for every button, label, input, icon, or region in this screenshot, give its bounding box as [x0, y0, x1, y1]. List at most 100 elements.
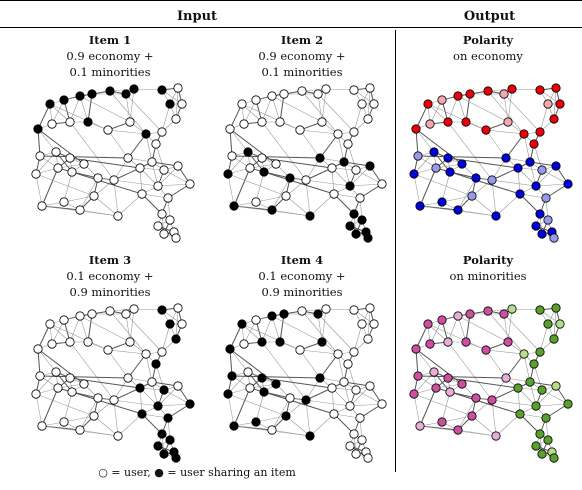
network-node [365, 161, 375, 171]
header-input: Input [176, 9, 218, 24]
network-node [529, 359, 539, 369]
network-edge [333, 413, 355, 435]
panel-caption: Item 2 0.9 economy + 0.1 minorities [232, 32, 372, 80]
network-node [349, 209, 359, 219]
network-edge [415, 128, 463, 165]
panel-line: 0.9 economy + [258, 49, 346, 63]
network-edge [69, 377, 141, 389]
network-node [227, 371, 237, 381]
network-edge [447, 377, 519, 389]
network-node [129, 304, 139, 314]
network-node [147, 157, 157, 167]
network-edge [125, 313, 163, 353]
network-node [171, 453, 181, 463]
network-node [349, 429, 359, 439]
network-node [483, 86, 493, 96]
network-node [443, 117, 453, 127]
network-node [429, 147, 439, 157]
network-node [465, 309, 475, 319]
network-node [499, 89, 509, 99]
network-node [103, 345, 113, 355]
network-node [31, 169, 41, 179]
network-edge [35, 173, 95, 197]
network-edge [317, 313, 323, 343]
network-edge [71, 171, 143, 195]
network-edge [305, 387, 333, 401]
network-node [425, 339, 435, 349]
network-node [37, 201, 47, 211]
network-node [135, 163, 145, 173]
network-edge [113, 399, 119, 437]
network-edge [349, 403, 383, 407]
network-node [345, 441, 355, 451]
network-node [79, 159, 89, 169]
network-node [157, 127, 167, 137]
network-node [543, 435, 553, 445]
network-edge [511, 308, 541, 311]
network-node [315, 373, 325, 383]
network-node [113, 211, 123, 221]
network-node [51, 367, 61, 377]
network-node [129, 84, 139, 94]
network-node [297, 86, 307, 96]
network-node [437, 315, 447, 325]
network-edge [37, 128, 85, 165]
network-edge [305, 167, 333, 181]
network-edge [35, 151, 57, 175]
network-node [437, 417, 447, 427]
panel-line: on economy [453, 49, 523, 63]
network-node [499, 309, 509, 319]
network-edge [495, 413, 521, 437]
network-node [93, 393, 103, 403]
network-edge [325, 88, 355, 91]
network-node [171, 334, 181, 344]
network-node [79, 379, 89, 389]
network-node [465, 89, 475, 99]
network-node [351, 385, 361, 395]
network-node [163, 413, 173, 423]
network-edge [37, 323, 51, 350]
network-edge [413, 173, 421, 207]
network-edge [333, 193, 355, 215]
network-node [409, 169, 419, 179]
network-node [365, 381, 375, 391]
network-node [531, 441, 541, 451]
network-node [555, 319, 565, 329]
network-node [45, 319, 55, 329]
network-edge [353, 103, 363, 133]
network-edge [93, 195, 119, 217]
network-node [157, 429, 167, 439]
network-node [59, 95, 69, 105]
network-edge [127, 353, 147, 379]
network-edge [289, 397, 351, 407]
network-node [351, 165, 361, 175]
network-node [159, 165, 169, 175]
network-node [125, 117, 135, 127]
network-node [377, 399, 387, 409]
network-edge [317, 313, 355, 353]
network-edge [109, 310, 147, 355]
network-node [279, 89, 289, 99]
network-edge [127, 133, 147, 159]
network-edge [447, 315, 459, 343]
network-node [317, 117, 327, 127]
network-node [349, 127, 359, 137]
network-edge [63, 195, 95, 203]
network-node [83, 337, 93, 347]
network-node [53, 383, 63, 393]
network-edge [241, 323, 301, 351]
network-edge [271, 95, 323, 123]
network-edge [505, 133, 525, 159]
network-node [185, 179, 195, 189]
network-node [281, 411, 291, 421]
network-node [33, 344, 43, 354]
network-node [425, 119, 435, 129]
network-edge [413, 371, 435, 395]
network-node [285, 173, 295, 183]
panel-line: 0.1 economy + [66, 269, 154, 283]
network-node [535, 209, 545, 219]
network-edge [511, 88, 541, 91]
network-edge [491, 179, 497, 217]
panel-title: Polarity [462, 33, 514, 47]
network-edge [535, 165, 557, 187]
